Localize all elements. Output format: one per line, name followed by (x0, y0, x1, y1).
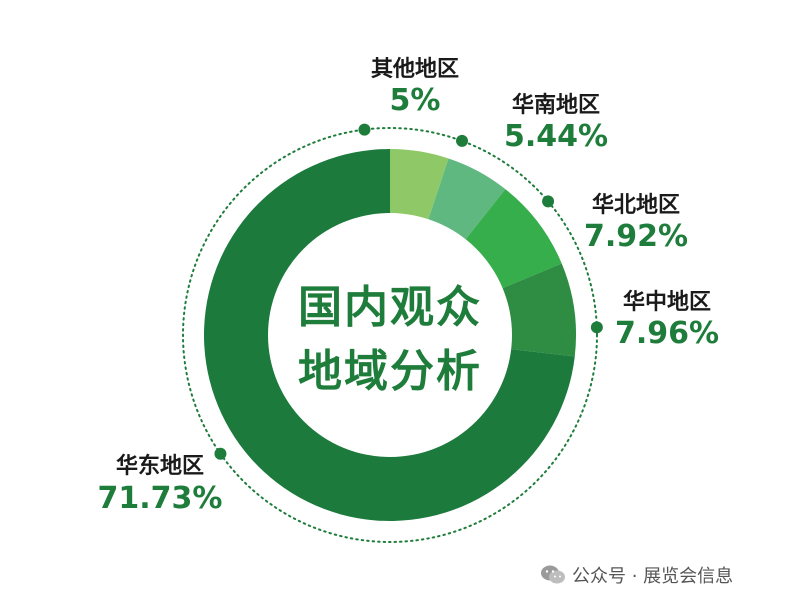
watermark: 公众号 · 展览会信息 (540, 560, 733, 590)
donut-hole (268, 213, 512, 457)
region-percent-5: 71.73% (98, 481, 223, 516)
marker-dot-4 (590, 321, 603, 334)
region-percent-2: 5.44% (504, 119, 608, 154)
marker-dot-1 (358, 123, 371, 136)
region-percent-4: 7.96% (615, 316, 719, 351)
region-name-1: 其他地区 (371, 57, 459, 82)
region-name-3: 华北地区 (592, 192, 680, 218)
marker-dot-3 (542, 195, 555, 208)
marker-dot-5 (214, 447, 227, 460)
dotted-guide-ring (182, 127, 598, 543)
center-title-line2: 地域分析 (298, 346, 482, 397)
center-title-line1: 国内观众 (298, 282, 482, 333)
region-name-2: 华南地区 (512, 92, 600, 118)
marker-dot-2 (456, 134, 469, 147)
wechat-icon (540, 564, 566, 586)
watermark-text: 公众号 · 展览会信息 (572, 566, 734, 587)
region-name-4: 华中地区 (623, 289, 711, 315)
label-markers (214, 123, 603, 460)
region-name-5: 华东地区 (116, 453, 204, 479)
region-percent-1: 5% (390, 83, 441, 118)
region-percent-3: 7.92% (584, 219, 688, 254)
